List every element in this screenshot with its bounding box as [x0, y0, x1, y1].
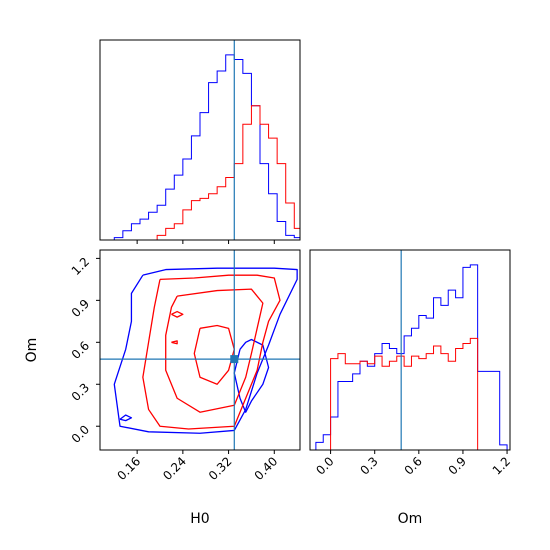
contour-group — [100, 250, 300, 450]
y-tick-label: 0.3 — [69, 380, 92, 403]
om-histogram-group — [315, 250, 508, 450]
x-tick-label: 0.16 — [114, 454, 143, 483]
y-tick-label: 0.0 — [69, 422, 92, 445]
x-tick-label: 0.6 — [402, 454, 425, 477]
x-axis-label: H0 — [190, 511, 209, 527]
x-tick-label: 0.0 — [313, 454, 336, 477]
contour-series-0-level-1 — [233, 338, 270, 413]
x-axis-label: Om — [398, 511, 423, 527]
contour-series-1-level-3 — [171, 310, 184, 318]
x-tick-label: 0.9 — [446, 454, 469, 477]
om-marginal-frame — [309, 249, 511, 451]
y-axis-label: Om — [24, 338, 40, 363]
x-tick-label: 1.2 — [490, 454, 513, 477]
contour-series-1-level-1 — [165, 288, 264, 413]
truth-marker — [230, 355, 239, 364]
h0-marginal-panel — [99, 39, 301, 244]
joint-frame — [99, 249, 301, 451]
om-marginal-panel: 0.0 0.3 0.6 0.9 1.2 Om — [309, 249, 513, 527]
h0-marginal-frame — [99, 39, 301, 241]
contour-series-0-level-2 — [119, 414, 133, 422]
y-tick-label: 1.2 — [69, 255, 92, 278]
h0-histogram-group — [100, 40, 300, 240]
contour-series-0-level-0 — [113, 267, 298, 434]
histogram-series-0 — [100, 54, 300, 240]
contour-series-1-level-0 — [142, 274, 281, 430]
y-tick-label: 0.6 — [69, 339, 92, 362]
joint-contour-panel: 0.16 0.24 0.32 0.40 0.0 0.3 0.6 0.9 1.2 H0 Om — [24, 249, 301, 527]
x-tick-label: 0.32 — [206, 454, 235, 483]
y-tick-label: 0.9 — [69, 297, 92, 320]
x-tick-label: 0.40 — [252, 454, 281, 483]
x-tick-label: 0.3 — [357, 454, 380, 477]
histogram-series-1 — [100, 105, 300, 240]
histogram-series-0 — [315, 264, 508, 450]
histogram-series-1 — [315, 337, 508, 450]
contour-series-1-level-4 — [171, 340, 178, 345]
x-tick-label: 0.24 — [160, 454, 189, 483]
contour-series-1-level-2 — [193, 324, 235, 385]
